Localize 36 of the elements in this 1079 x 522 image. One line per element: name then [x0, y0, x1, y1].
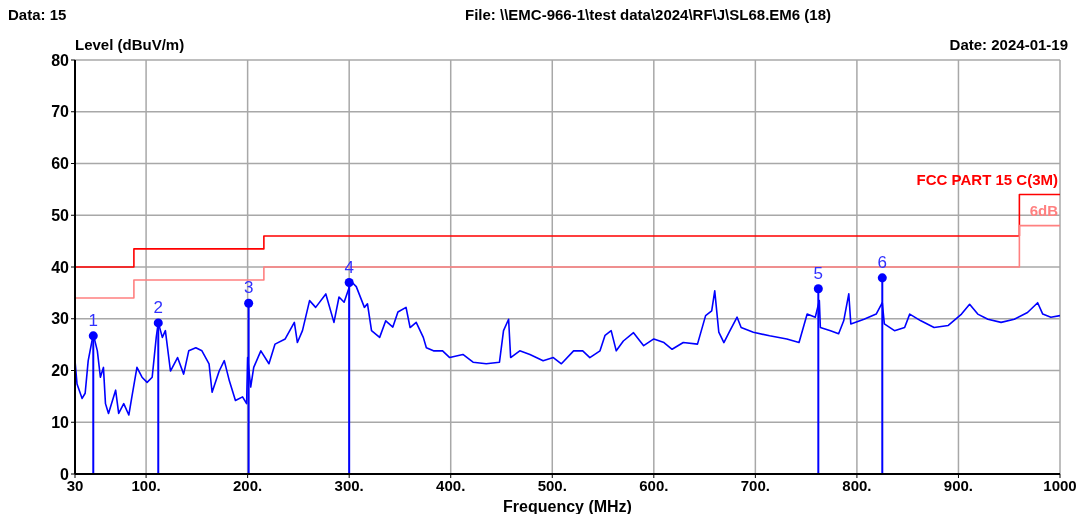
series-label: FCC PART 15 C(3M) [916, 170, 1058, 188]
y-axis-title: Level (dBuV/m) [75, 36, 185, 53]
annotation: 2 [152, 297, 164, 318]
x-tick-label: 400. [436, 476, 466, 494]
y-tick-label: 10 [51, 413, 70, 431]
x-tick-label: 800. [842, 476, 872, 494]
text: Data: 15 [8, 6, 67, 23]
annotation: 3 [242, 278, 255, 299]
point [813, 284, 823, 294]
y-tick-label: 60 [51, 155, 70, 173]
point [88, 331, 98, 341]
annotation: 6 [876, 252, 888, 273]
x-tick-label: 500. [537, 476, 567, 494]
annotation: 1 [87, 310, 99, 331]
x-tick-label: 900. [943, 476, 974, 494]
x-tick-label: 300. [334, 476, 364, 494]
y-tick-label: 50 [51, 206, 70, 224]
x-tick-label: 600. [639, 476, 669, 494]
point [877, 273, 887, 283]
annotation: 5 [812, 263, 825, 284]
x-tick-label: 1000 [1043, 476, 1077, 494]
y-tick-label: 70 [51, 103, 70, 121]
chart-title: File: \\EMC-966-1\test data\2024\RF\J\SL68.EM6 (18) [464, 6, 832, 23]
point [344, 278, 354, 288]
series-label: 6dB [1029, 201, 1058, 219]
text: Date: 2024-01-19 [949, 36, 1068, 53]
point [153, 318, 163, 328]
x-tick-label: 700. [740, 476, 770, 494]
point [244, 298, 254, 308]
x-tick-label: 100. [131, 476, 161, 494]
y-tick-label: 20 [51, 362, 70, 380]
x-tick-label: 200. [233, 476, 263, 494]
y-tick-label: 30 [51, 310, 70, 328]
y-tick-label: 80 [51, 51, 70, 69]
annotation: 4 [343, 257, 355, 278]
y-tick-label: 40 [51, 258, 70, 276]
